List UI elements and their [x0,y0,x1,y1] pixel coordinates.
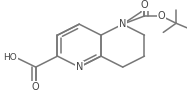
Text: O: O [32,82,40,92]
Text: N: N [76,62,83,72]
Text: N: N [119,19,126,29]
Text: O: O [157,11,165,21]
Text: O: O [141,0,148,10]
Text: HO: HO [3,53,17,62]
